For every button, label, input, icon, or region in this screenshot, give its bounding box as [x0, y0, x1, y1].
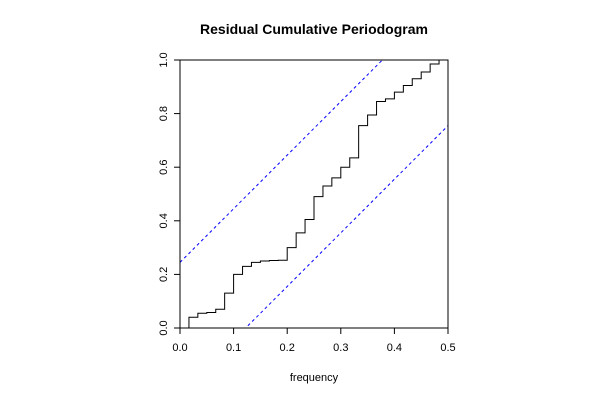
x-axis-label: frequency	[290, 372, 339, 384]
y-tick-label: 0.2	[158, 267, 170, 282]
x-tick-label: 0.5	[440, 342, 455, 354]
x-tick-label: 0.4	[387, 342, 402, 354]
y-tick-label: 0.4	[158, 213, 170, 228]
x-axis: 0.0 0.1 0.2 0.3 0.4 0.5	[172, 328, 456, 354]
x-tick-label: 0.0	[172, 342, 187, 354]
y-axis: 0.0 0.2 0.4 0.6 0.8 1.0	[158, 52, 180, 336]
y-tick-label: 0.8	[158, 106, 170, 121]
plot-area	[180, 60, 448, 328]
x-tick-label: 0.3	[333, 342, 348, 354]
plot-frame	[179, 59, 449, 329]
y-tick-label: 0.0	[158, 320, 170, 335]
lower-confidence-line	[244, 125, 448, 328]
upper-confidence-line	[180, 60, 384, 263]
y-tick-label: 1.0	[158, 52, 170, 67]
x-tick-label: 0.1	[226, 342, 241, 354]
x-tick-label: 0.2	[280, 342, 295, 354]
cumulative-periodogram-line	[180, 60, 448, 328]
y-tick-label: 0.6	[158, 160, 170, 175]
chart-title: Residual Cumulative Periodogram	[200, 21, 428, 37]
